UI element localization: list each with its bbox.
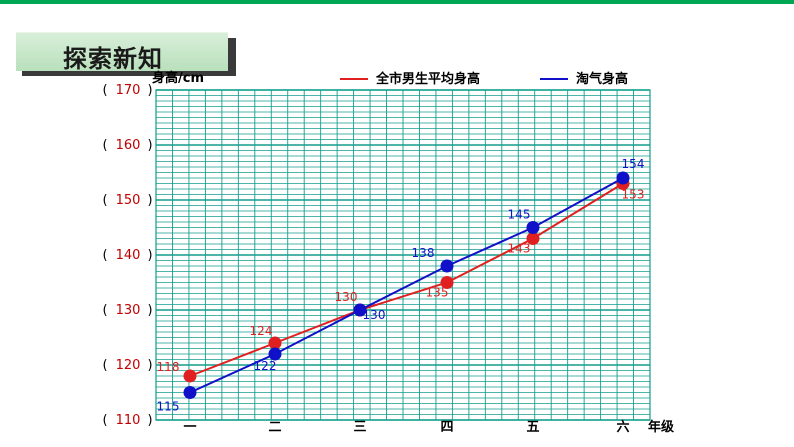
data-label: 135 [426,286,449,300]
y-tick-label: 140 [116,248,141,263]
y-tick-paren-left: ( [102,358,107,373]
x-tick-label: 六 [616,419,629,435]
x-tick-label: 四 [440,420,453,435]
legend-entry: 全市男生平均身高 [375,71,480,87]
x-axis-label: 年级 [648,419,675,435]
data-point [616,171,630,185]
title-badge: 探索新知 [16,32,228,73]
y-tick-paren-left: ( [102,83,107,98]
x-tick-label: 一 [183,420,196,435]
legend-entry: 淘气身高 [576,71,628,87]
title-badge-text: 探索新知 [63,44,163,73]
y-axis-ticks: 110 () 120 () 130 () 140 () 150 () 160 () 170 () [102,83,152,428]
series-line [189,182,624,377]
y-tick-paren-right: ) [147,248,152,263]
y-axis-label: 身高/cm [152,70,204,86]
x-tick-label: 五 [526,420,539,435]
y-tick-paren-left: ( [102,303,107,318]
data-label: 145 [508,208,531,222]
chart-legend: 全市男生平均身高 淘气身高 [340,71,628,87]
x-tick-label: 二 [268,420,281,435]
data-point [183,386,197,399]
y-tick-paren-right: ) [147,303,152,318]
x-axis-ticks: 一二三四五六 [183,419,629,435]
data-label: 154 [622,157,645,171]
y-tick-label: 160 [116,138,141,153]
data-point [526,232,540,245]
chart-series: 118 124 130 135 143 153 115 122 130 138 145 154 [157,157,645,414]
y-tick-paren-right: ) [147,193,152,208]
y-tick-paren-right: ) [147,83,152,98]
y-tick-label: 120 [116,358,141,373]
data-label: 118 [157,360,180,374]
data-label: 138 [412,246,435,260]
data-label: 130 [335,290,358,304]
y-tick-label: 170 [116,83,141,98]
y-tick-paren-right: ) [147,358,152,373]
data-point [183,369,197,383]
y-tick-paren-left: ( [102,413,107,428]
y-tick-paren-left: ( [102,248,107,263]
x-tick-label: 三 [353,420,366,435]
series-line [189,177,624,394]
data-point [268,336,282,350]
top-accent-bar [0,0,794,4]
y-tick-paren-left: ( [102,193,107,208]
y-tick-label: 150 [116,193,141,208]
y-tick-label: 130 [116,303,141,318]
chart-grid [155,89,651,421]
y-tick-paren-right: ) [147,138,152,153]
data-label: 130 [363,308,386,322]
data-point [440,276,454,289]
data-point [440,259,454,273]
data-point [268,347,282,361]
y-tick-paren-right: ) [147,413,152,428]
data-label: 143 [508,242,531,256]
data-label: 115 [157,400,180,414]
data-label: 124 [250,324,273,338]
data-point [353,303,367,317]
data-point [526,221,540,234]
data-label: 122 [254,359,277,373]
data-label: 153 [622,188,645,202]
y-tick-label: 110 [116,413,141,428]
y-tick-paren-left: ( [102,138,107,153]
